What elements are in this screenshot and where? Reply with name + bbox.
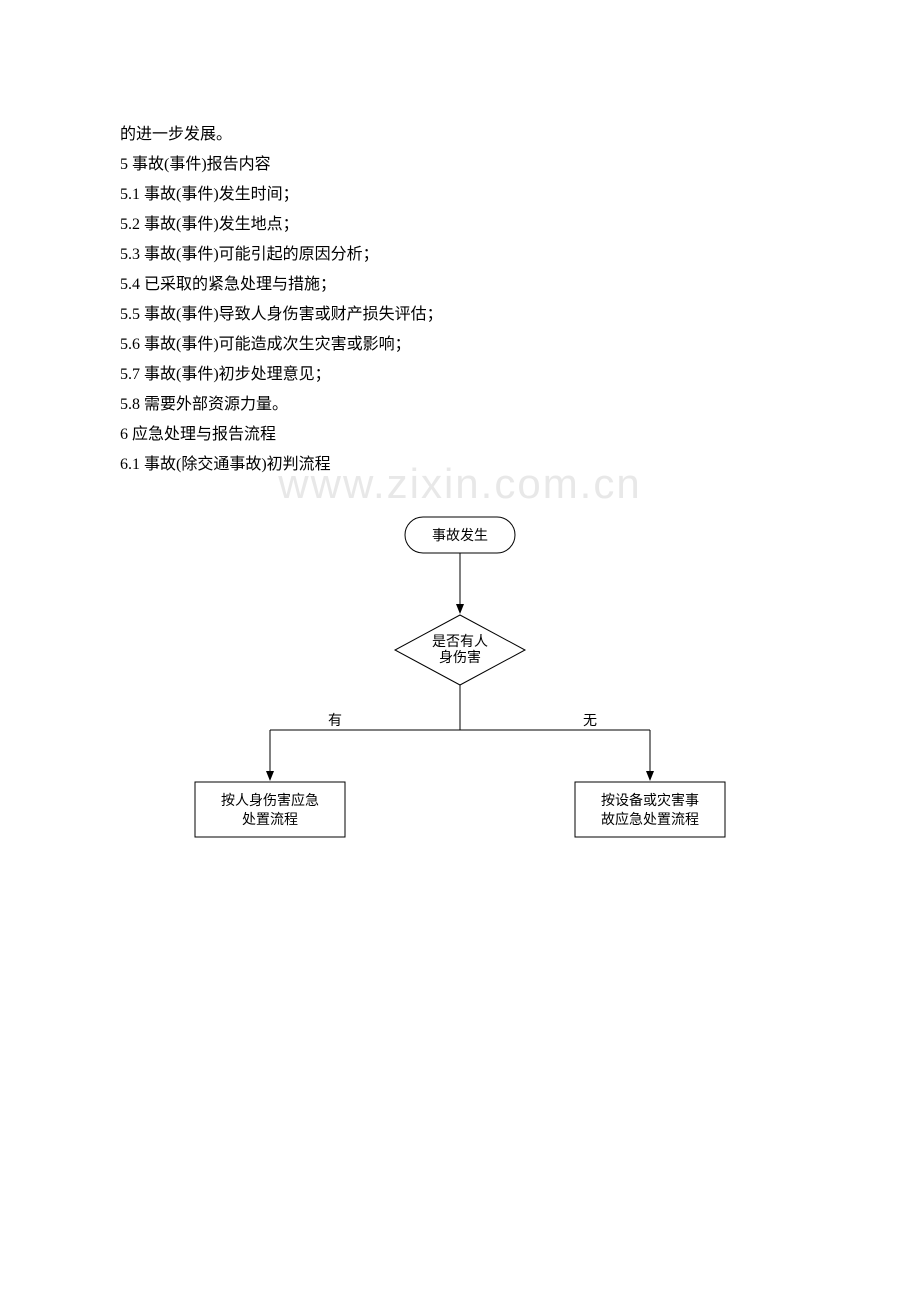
node-right: 按设备或灾害事 故应急处置流程 bbox=[575, 782, 725, 837]
edge-decision-right: 无 bbox=[460, 714, 650, 780]
text-line: 5.8 需要外部资源力量。 bbox=[120, 390, 800, 420]
document-text-block: 的进一步发展。 5 事故(事件)报告内容 5.1 事故(事件)发生时间； 5.2… bbox=[120, 120, 800, 480]
text-line: 的进一步发展。 bbox=[120, 120, 800, 150]
text-line: 5.5 事故(事件)导致人身伤害或财产损失评估； bbox=[120, 300, 800, 330]
flowchart-svg: 事故发生 是否有人 身伤害 有 无 按人身伤害应急 处置流程 bbox=[120, 510, 800, 870]
text-line: 5.7 事故(事件)初步处理意见； bbox=[120, 360, 800, 390]
text-line: 5.6 事故(事件)可能造成次生灾害或影响； bbox=[120, 330, 800, 360]
node-start-label: 事故发生 bbox=[432, 528, 488, 544]
node-right-label-1: 按设备或灾害事 bbox=[601, 792, 699, 809]
text-line: 5 事故(事件)报告内容 bbox=[120, 150, 800, 180]
text-line: 5.2 事故(事件)发生地点； bbox=[120, 210, 800, 240]
text-line: 6.1 事故(除交通事故)初判流程 bbox=[120, 450, 800, 480]
edge-right-label: 无 bbox=[583, 714, 597, 729]
text-line: 5.4 已采取的紧急处理与措施； bbox=[120, 270, 800, 300]
edge-decision-left: 有 bbox=[270, 685, 460, 780]
node-left-label-1: 按人身伤害应急 bbox=[221, 792, 319, 809]
node-decision-label-1: 是否有人 bbox=[432, 634, 488, 650]
text-line: 5.1 事故(事件)发生时间； bbox=[120, 180, 800, 210]
node-left-label-2: 处置流程 bbox=[242, 812, 298, 828]
edge-left-label: 有 bbox=[328, 713, 342, 729]
node-right-label-2: 故应急处置流程 bbox=[601, 811, 699, 828]
node-left: 按人身伤害应急 处置流程 bbox=[195, 782, 345, 837]
text-line: 6 应急处理与报告流程 bbox=[120, 420, 800, 450]
node-start: 事故发生 bbox=[405, 517, 515, 553]
text-line: 5.3 事故(事件)可能引起的原因分析； bbox=[120, 240, 800, 270]
node-decision-label-2: 身伤害 bbox=[439, 650, 481, 666]
node-decision: 是否有人 身伤害 bbox=[395, 615, 525, 685]
flowchart: 事故发生 是否有人 身伤害 有 无 按人身伤害应急 处置流程 bbox=[120, 510, 800, 870]
